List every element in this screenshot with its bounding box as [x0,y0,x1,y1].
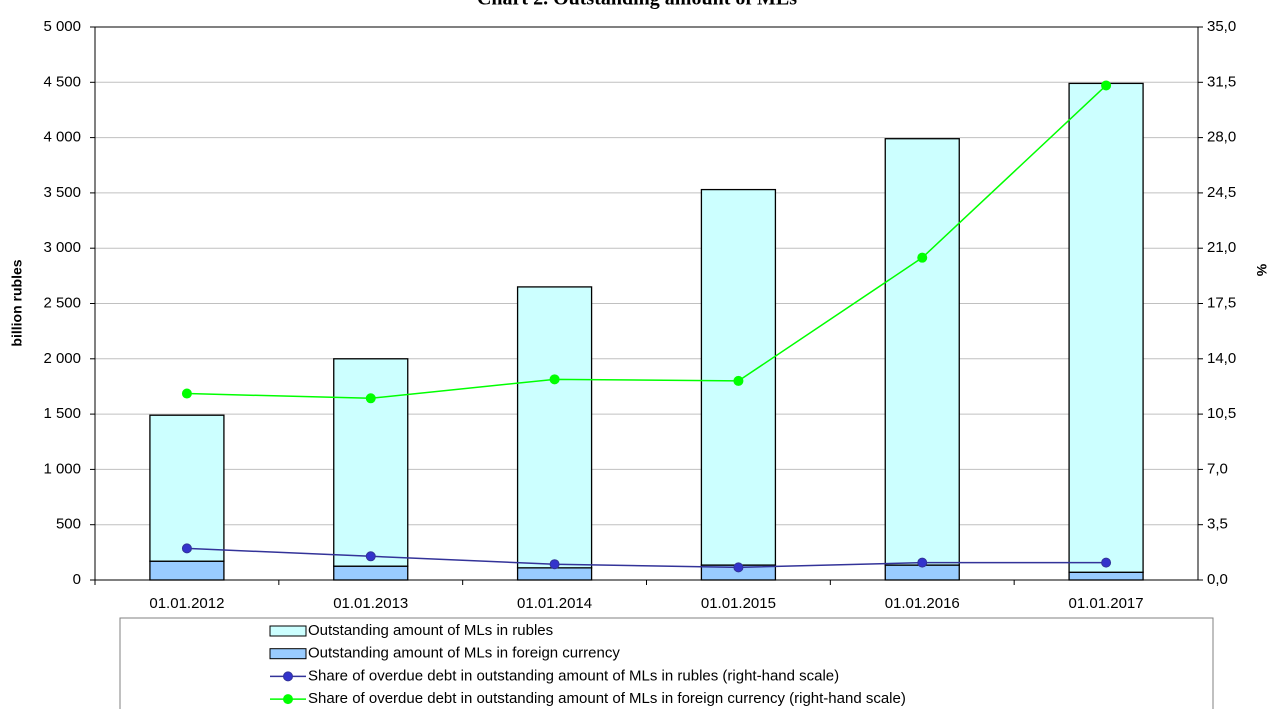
marker [917,557,928,568]
legend-key [283,671,293,682]
y-tick-label: 5 000 [43,18,81,35]
y2-tick-label: 10,5 [1207,405,1236,422]
bar [516,286,593,569]
y-tick-label: 1 500 [43,405,81,422]
marker [181,543,192,554]
y2-tick-label: 14,0 [1207,350,1236,367]
marker [365,551,376,562]
y2-tick-label: 31,5 [1207,73,1236,90]
y-tick-label: 4 000 [43,129,81,146]
legend-key [269,648,307,660]
y2-tick-label: 0,0 [1207,571,1228,588]
y2-tick-label: 21,0 [1207,239,1236,256]
x-tick-label: 01.01.2017 [1069,595,1144,612]
y-tick-label: 3 000 [43,239,81,256]
y-tick-label: 2 500 [43,294,81,311]
marker [1101,557,1112,568]
bar [149,560,225,581]
bar [884,138,960,566]
y-tick-label: 500 [56,516,81,533]
marker [917,252,928,263]
y2-tick-label: 35,0 [1207,18,1236,35]
x-tick-label: 01.01.2012 [149,595,224,612]
x-tick-label: 01.01.2016 [885,595,960,612]
x-tick-label: 01.01.2013 [333,595,408,612]
legend-key [269,625,307,637]
y2-tick-label: 7,0 [1207,460,1228,477]
bar [1068,571,1144,581]
y-axis-label: billion rubles [9,259,25,346]
legend-key [283,694,293,705]
y-tick-label: 4 500 [43,73,81,90]
marker [549,559,560,570]
marker [733,375,744,386]
line [186,84,1107,400]
legend-label: Outstanding amount of MLs in foreign cur… [308,645,620,662]
legend-label: Share of overdue debt in outstanding amo… [308,690,906,707]
y-tick-label: 0 [73,571,81,588]
marker [1101,80,1112,91]
bar [149,414,225,562]
bar [333,565,409,581]
y-tick-label: 3 500 [43,184,81,201]
y2-tick-label: 24,5 [1207,184,1236,201]
line [186,547,1107,569]
marker [549,374,560,385]
y-tick-label: 1 000 [43,460,81,477]
y2-tick-label: 28,0 [1207,129,1236,146]
y2-axis-label: % [1254,263,1270,276]
marker [365,393,376,404]
bar [516,567,593,581]
x-tick-label: 01.01.2014 [517,595,592,612]
legend-label: Outstanding amount of MLs in rubles [308,622,553,639]
marker [181,388,192,399]
bar [1068,82,1144,573]
legend-label: Share of overdue debt in outstanding amo… [308,667,839,684]
chart-title: Chart 2. Outstanding amount of MLs [477,0,797,10]
marker [733,562,744,573]
bar [333,358,409,567]
y-tick-label: 2 000 [43,350,81,367]
y2-tick-label: 17,5 [1207,294,1236,311]
y2-tick-label: 3,5 [1207,516,1228,533]
x-tick-label: 01.01.2015 [701,595,776,612]
